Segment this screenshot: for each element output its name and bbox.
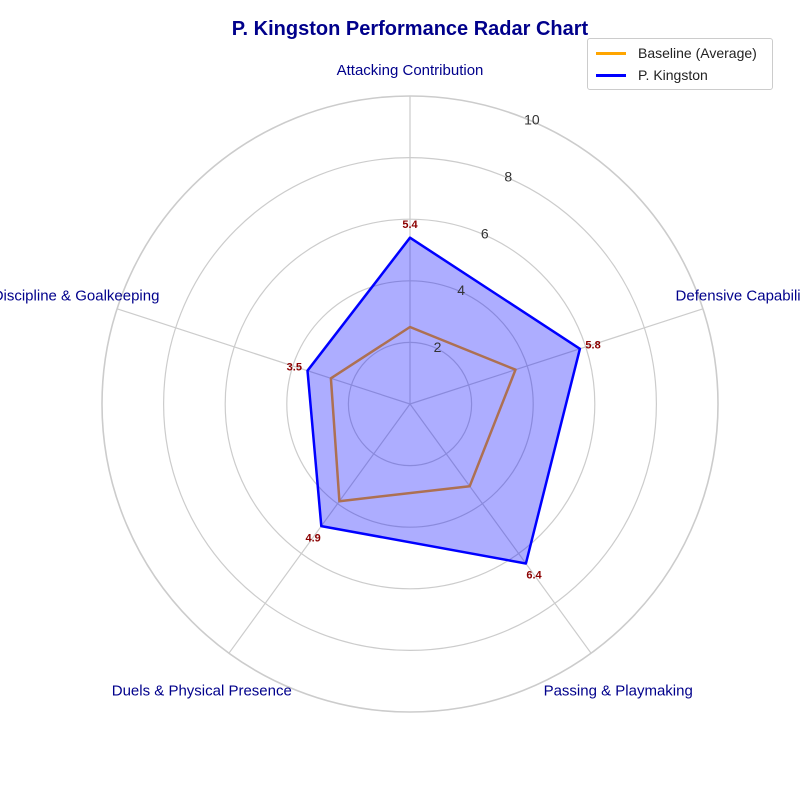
data-label: 3.5 xyxy=(287,361,302,373)
category-label: Defensive Capability xyxy=(676,287,800,304)
radial-tick-label: 2 xyxy=(434,339,442,355)
category-label: Passing & Playmaking xyxy=(544,683,693,700)
radial-tick-label: 10 xyxy=(524,111,540,127)
radial-tick-label: 4 xyxy=(457,282,465,298)
label-layer: 2 4 6 8 10 Attacking Contribution Defensive Ca… xyxy=(0,62,800,700)
data-label: 5.8 xyxy=(585,340,600,352)
legend-swatch-baseline xyxy=(596,51,626,55)
series-line-kingston xyxy=(306,236,582,565)
chart-title: P. Kingston Performance Radar Chart xyxy=(231,18,589,40)
legend-item-kingston: P. Kingston xyxy=(596,65,708,85)
series-layer xyxy=(306,236,582,565)
data-label: 5.4 xyxy=(402,219,418,231)
series-area-kingston xyxy=(307,237,580,564)
category-label: Discipline & Goalkeeping xyxy=(0,287,159,304)
grid-spoke xyxy=(228,403,411,654)
grid-spoke xyxy=(409,403,592,654)
data-label: 6.4 xyxy=(526,570,542,582)
legend: Baseline (Average) P. Kingston xyxy=(587,38,773,90)
grid-spoke xyxy=(409,308,704,405)
series-line-baseline xyxy=(329,325,517,503)
legend-swatch-kingston xyxy=(596,73,626,77)
radial-grid xyxy=(101,95,719,713)
legend-label-kingston: P. Kingston xyxy=(638,67,708,83)
category-label: Attacking Contribution xyxy=(337,62,484,79)
category-label: Duels & Physical Presence xyxy=(112,683,292,700)
radial-tick-label: 6 xyxy=(481,225,489,241)
grid-spoke xyxy=(116,308,411,405)
radial-tick-label: 8 xyxy=(504,168,512,184)
legend-item-baseline: Baseline (Average) xyxy=(596,43,757,63)
data-label: 4.9 xyxy=(305,532,320,544)
legend-label-baseline: Baseline (Average) xyxy=(638,45,757,61)
